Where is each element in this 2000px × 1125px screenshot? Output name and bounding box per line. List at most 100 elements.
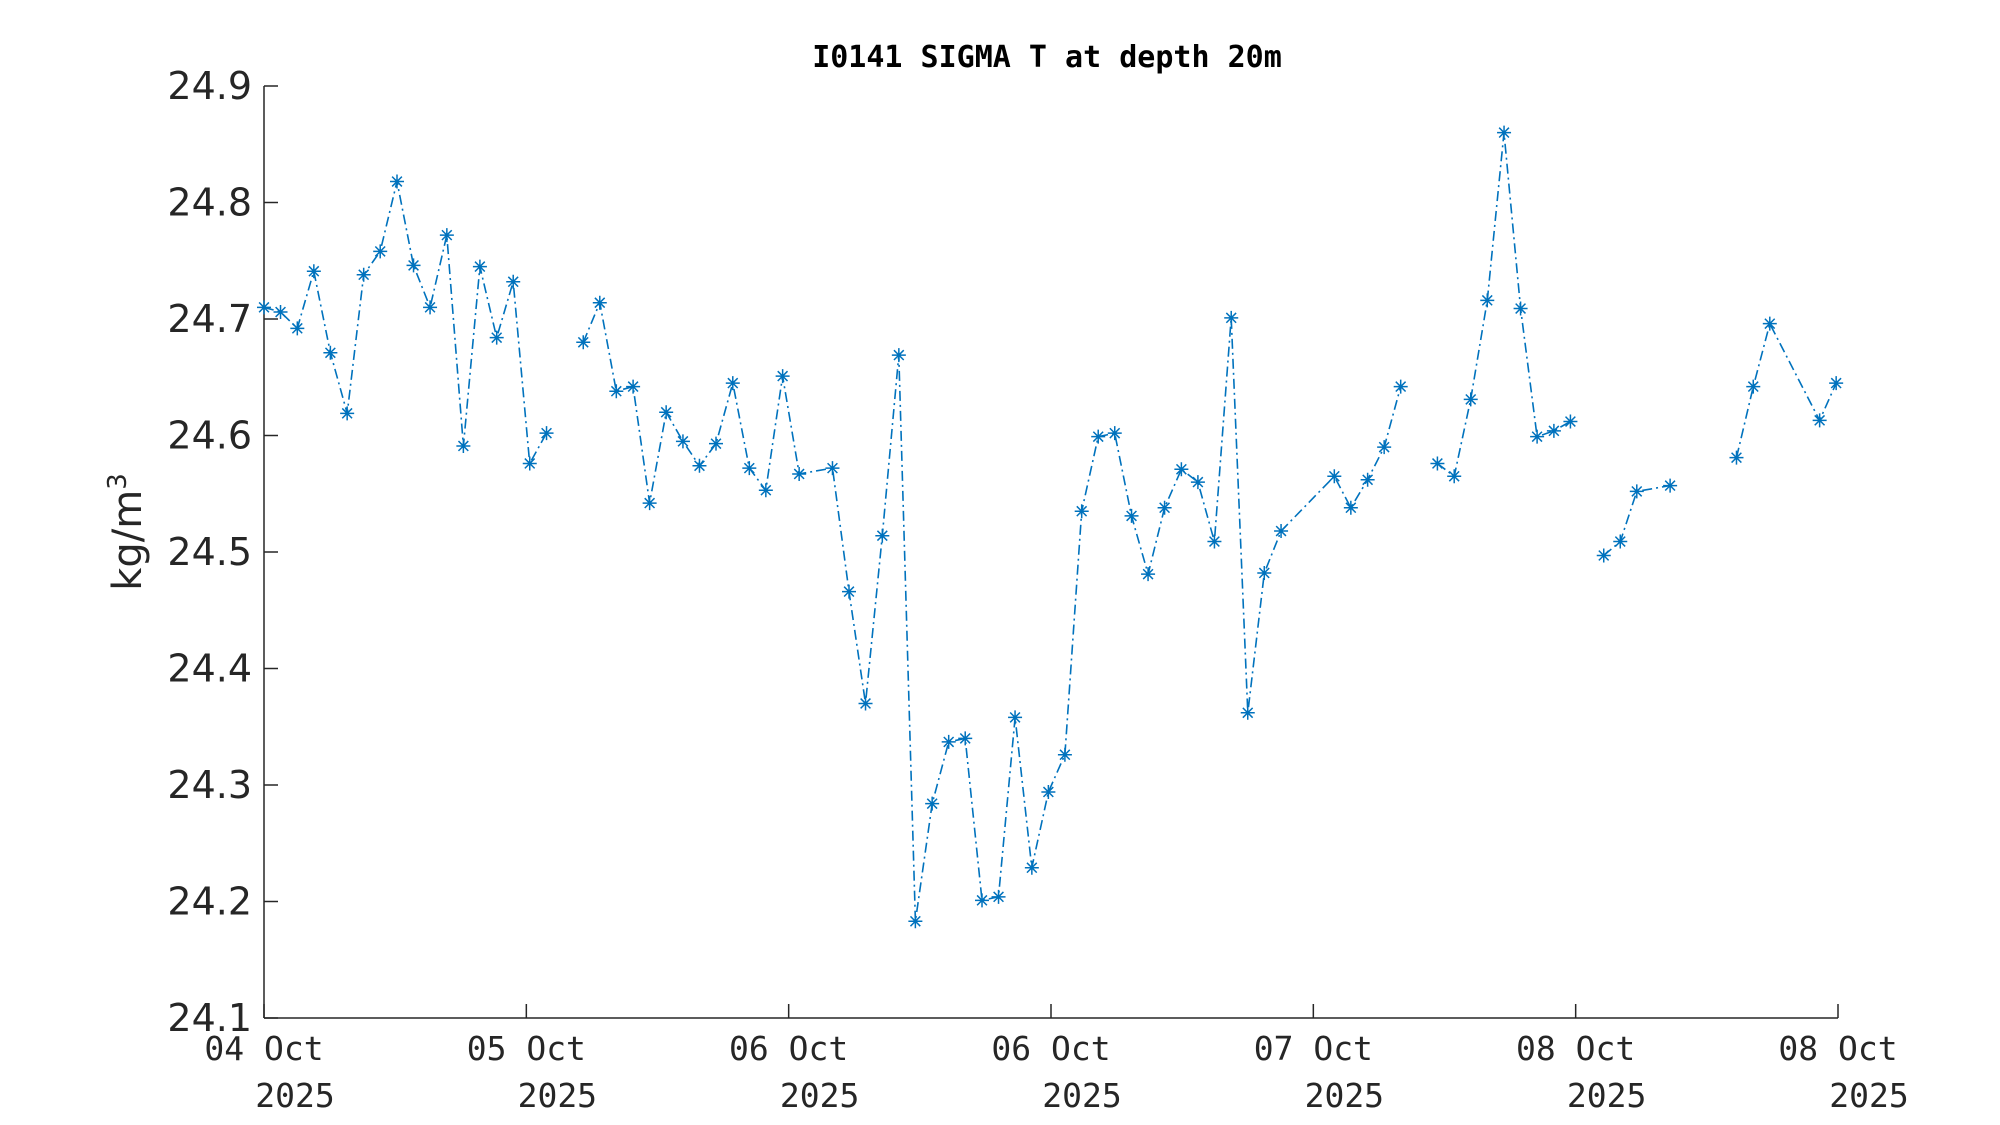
y-tick-label: 24.8 <box>167 181 252 225</box>
x-tick-label-date: 08 Oct <box>1778 1029 1897 1068</box>
data-point-marker <box>1497 125 1512 140</box>
data-point-marker <box>1057 747 1072 762</box>
x-tick-label-year: 2025 <box>780 1076 859 1115</box>
x-tick-label-date: 05 Oct <box>467 1029 586 1068</box>
data-point-marker <box>1613 534 1628 549</box>
x-tick-label-date: 06 Oct <box>991 1029 1110 1068</box>
data-point-marker <box>1663 478 1678 493</box>
data-point-marker <box>991 889 1006 904</box>
data-point-marker <box>1530 429 1545 444</box>
data-point-marker <box>925 796 940 811</box>
data-point-marker <box>659 405 674 420</box>
y-axis-label-text: kg/m <box>105 490 151 591</box>
x-tick-label-date: 07 Oct <box>1254 1029 1373 1068</box>
data-point-marker <box>340 406 355 421</box>
x-tick-label-year: 2025 <box>1042 1076 1121 1115</box>
data-point-marker <box>792 466 807 481</box>
data-point-marker <box>1041 784 1056 799</box>
data-point-marker <box>1762 316 1777 331</box>
data-point-marker <box>842 584 857 599</box>
data-point-marker <box>1207 534 1222 549</box>
x-ticks: 04 Oct 2025 05 Oct 2025 06 Oct 2025 06 Oct 2025… <box>204 1004 1909 1115</box>
data-point-marker <box>406 258 421 273</box>
data-point-marker <box>423 300 438 315</box>
plot-area: 24.1 24.2 24.3 24.4 24.5 24.6 24.7 24.8 24.9 04 … <box>167 64 1908 1115</box>
x-tick-label-year: 2025 <box>1829 1076 1908 1115</box>
y-tick-label: 24.2 <box>167 880 252 924</box>
data-point-marker <box>1430 456 1445 471</box>
data-point-marker <box>709 436 723 451</box>
data-point-marker <box>1463 392 1478 407</box>
x-tick-label-date: 08 Oct <box>1516 1029 1635 1068</box>
x-tick-label-year: 2025 <box>1567 1076 1646 1115</box>
data-point-marker <box>472 259 487 274</box>
data-point-marker <box>1596 548 1611 563</box>
data-point-marker <box>390 174 405 189</box>
data-point-marker <box>439 228 454 243</box>
data-point-marker <box>257 300 271 315</box>
data-point-marker <box>758 483 773 498</box>
y-axis-label: kg/m3 <box>103 473 151 591</box>
data-point-marker <box>456 438 471 453</box>
data-point-marker <box>576 335 591 350</box>
data-point-marker <box>775 369 790 384</box>
data-point-marker <box>1024 860 1039 875</box>
y-tick-label: 24.3 <box>167 763 252 807</box>
data-point-marker <box>725 376 740 391</box>
data-point-marker <box>1224 310 1239 325</box>
x-tick-label-year: 2025 <box>518 1076 597 1115</box>
data-point-marker <box>373 244 388 259</box>
data-point-marker <box>306 264 321 279</box>
data-point-marker <box>1074 504 1089 519</box>
data-point-marker <box>675 434 690 449</box>
data-point-marker <box>1343 500 1358 515</box>
data-point-marker <box>1513 301 1528 316</box>
data-point-marker <box>1141 567 1156 582</box>
data-point-marker <box>489 330 504 345</box>
data-point-marker <box>1812 413 1827 428</box>
data-point-marker <box>825 461 840 476</box>
y-tick-label: 24.7 <box>167 297 252 341</box>
data-point-marker <box>626 379 641 394</box>
data-point-marker <box>1107 426 1122 441</box>
data-point-marker <box>1480 293 1495 308</box>
data-point-marker <box>1190 475 1205 490</box>
y-tick-label: 24.6 <box>167 414 252 458</box>
x-tick-label-year: 2025 <box>1305 1076 1384 1115</box>
series-line-segment <box>1735 321 1837 458</box>
data-point-marker <box>975 893 990 908</box>
data-point-marker <box>1157 500 1172 515</box>
data-point-marker <box>1563 414 1578 429</box>
data-point-marker <box>742 461 757 476</box>
series-line-segment <box>263 181 548 467</box>
data-point-marker <box>1546 423 1561 438</box>
data-point-marker <box>1327 469 1342 484</box>
data-point-marker <box>290 321 305 336</box>
data-point-marker <box>522 456 537 471</box>
data-point-marker <box>356 267 371 282</box>
data-point-marker <box>1240 705 1255 720</box>
data-point-marker <box>1091 429 1106 444</box>
data-point-marker <box>1746 379 1761 394</box>
data-point-marker <box>1829 376 1844 391</box>
data-point-marker <box>592 295 607 310</box>
series-line-segment <box>1436 132 1571 478</box>
y-axis-label-superscript: 3 <box>103 473 133 490</box>
x-tick-label-date: 06 Oct <box>729 1029 848 1068</box>
data-point-marker <box>1274 524 1289 539</box>
x-tick-label-date: 04 Oct <box>204 1029 323 1068</box>
series-lines <box>263 132 1837 922</box>
data-point-marker <box>609 384 624 399</box>
y-tick-label: 24.4 <box>167 647 252 691</box>
data-point-marker <box>539 426 554 441</box>
data-point-marker <box>1629 484 1644 499</box>
y-ticks: 24.1 24.2 24.3 24.4 24.5 24.6 24.7 24.8 24.9 <box>167 64 278 1040</box>
data-point-marker <box>1360 472 1375 487</box>
data-point-marker <box>273 305 288 320</box>
data-point-marker <box>692 458 707 473</box>
data-point-marker <box>1729 450 1744 465</box>
x-tick-label-year: 2025 <box>255 1076 334 1115</box>
y-tick-label: 24.5 <box>167 530 252 574</box>
data-point-marker <box>642 496 657 511</box>
